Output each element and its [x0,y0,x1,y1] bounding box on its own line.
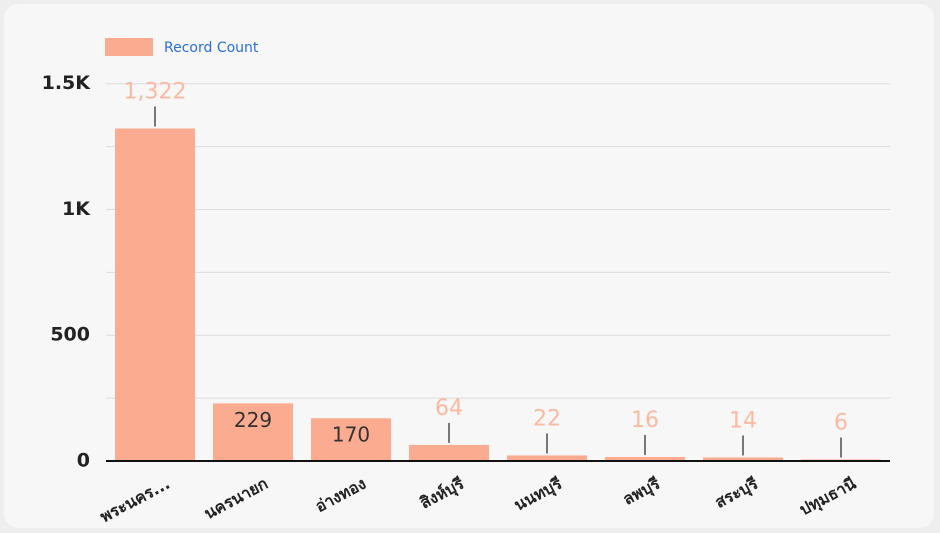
data-label: 1,322 [124,79,187,104]
x-tick-label: นครนายก [201,474,271,523]
legend-swatch [105,38,153,56]
bar [115,128,195,461]
bar [409,444,489,461]
x-tick-label: ปทุมธานี [796,474,859,520]
bar [703,457,783,461]
bar [605,456,685,461]
y-tick-label: 0 [77,450,90,472]
bar [213,403,293,461]
chart: 0 500 1K 1.5K Record Count 1,322 พระนคร... 229 น… [42,38,890,527]
data-label: 170 [332,423,370,447]
x-tick-label: สิงห์บุรี [416,474,467,514]
data-label: 6 [834,410,848,435]
legend-label: Record Count [164,40,259,56]
y-tick-label: 500 [50,324,90,346]
x-tick-label: สระบุรี [712,474,762,513]
x-tick-label: พระนคร... [97,474,173,527]
bar [507,455,587,461]
bar [311,418,391,461]
data-label: 64 [435,396,463,421]
x-tick-label: ลพบุรี [620,474,664,510]
data-label: 16 [631,408,659,433]
data-label: 14 [729,408,757,433]
y-tick-label: 1.5K [42,72,92,94]
data-label: 22 [533,406,561,431]
x-tick-label: อ่างทอง [312,474,369,516]
data-label: 229 [234,408,272,432]
y-tick-label: 1K [62,198,91,220]
x-tick-label: นนทบุรี [511,474,566,516]
card: 0 500 1K 1.5K Record Count 1,322 พระนคร... 229 น… [4,4,934,528]
